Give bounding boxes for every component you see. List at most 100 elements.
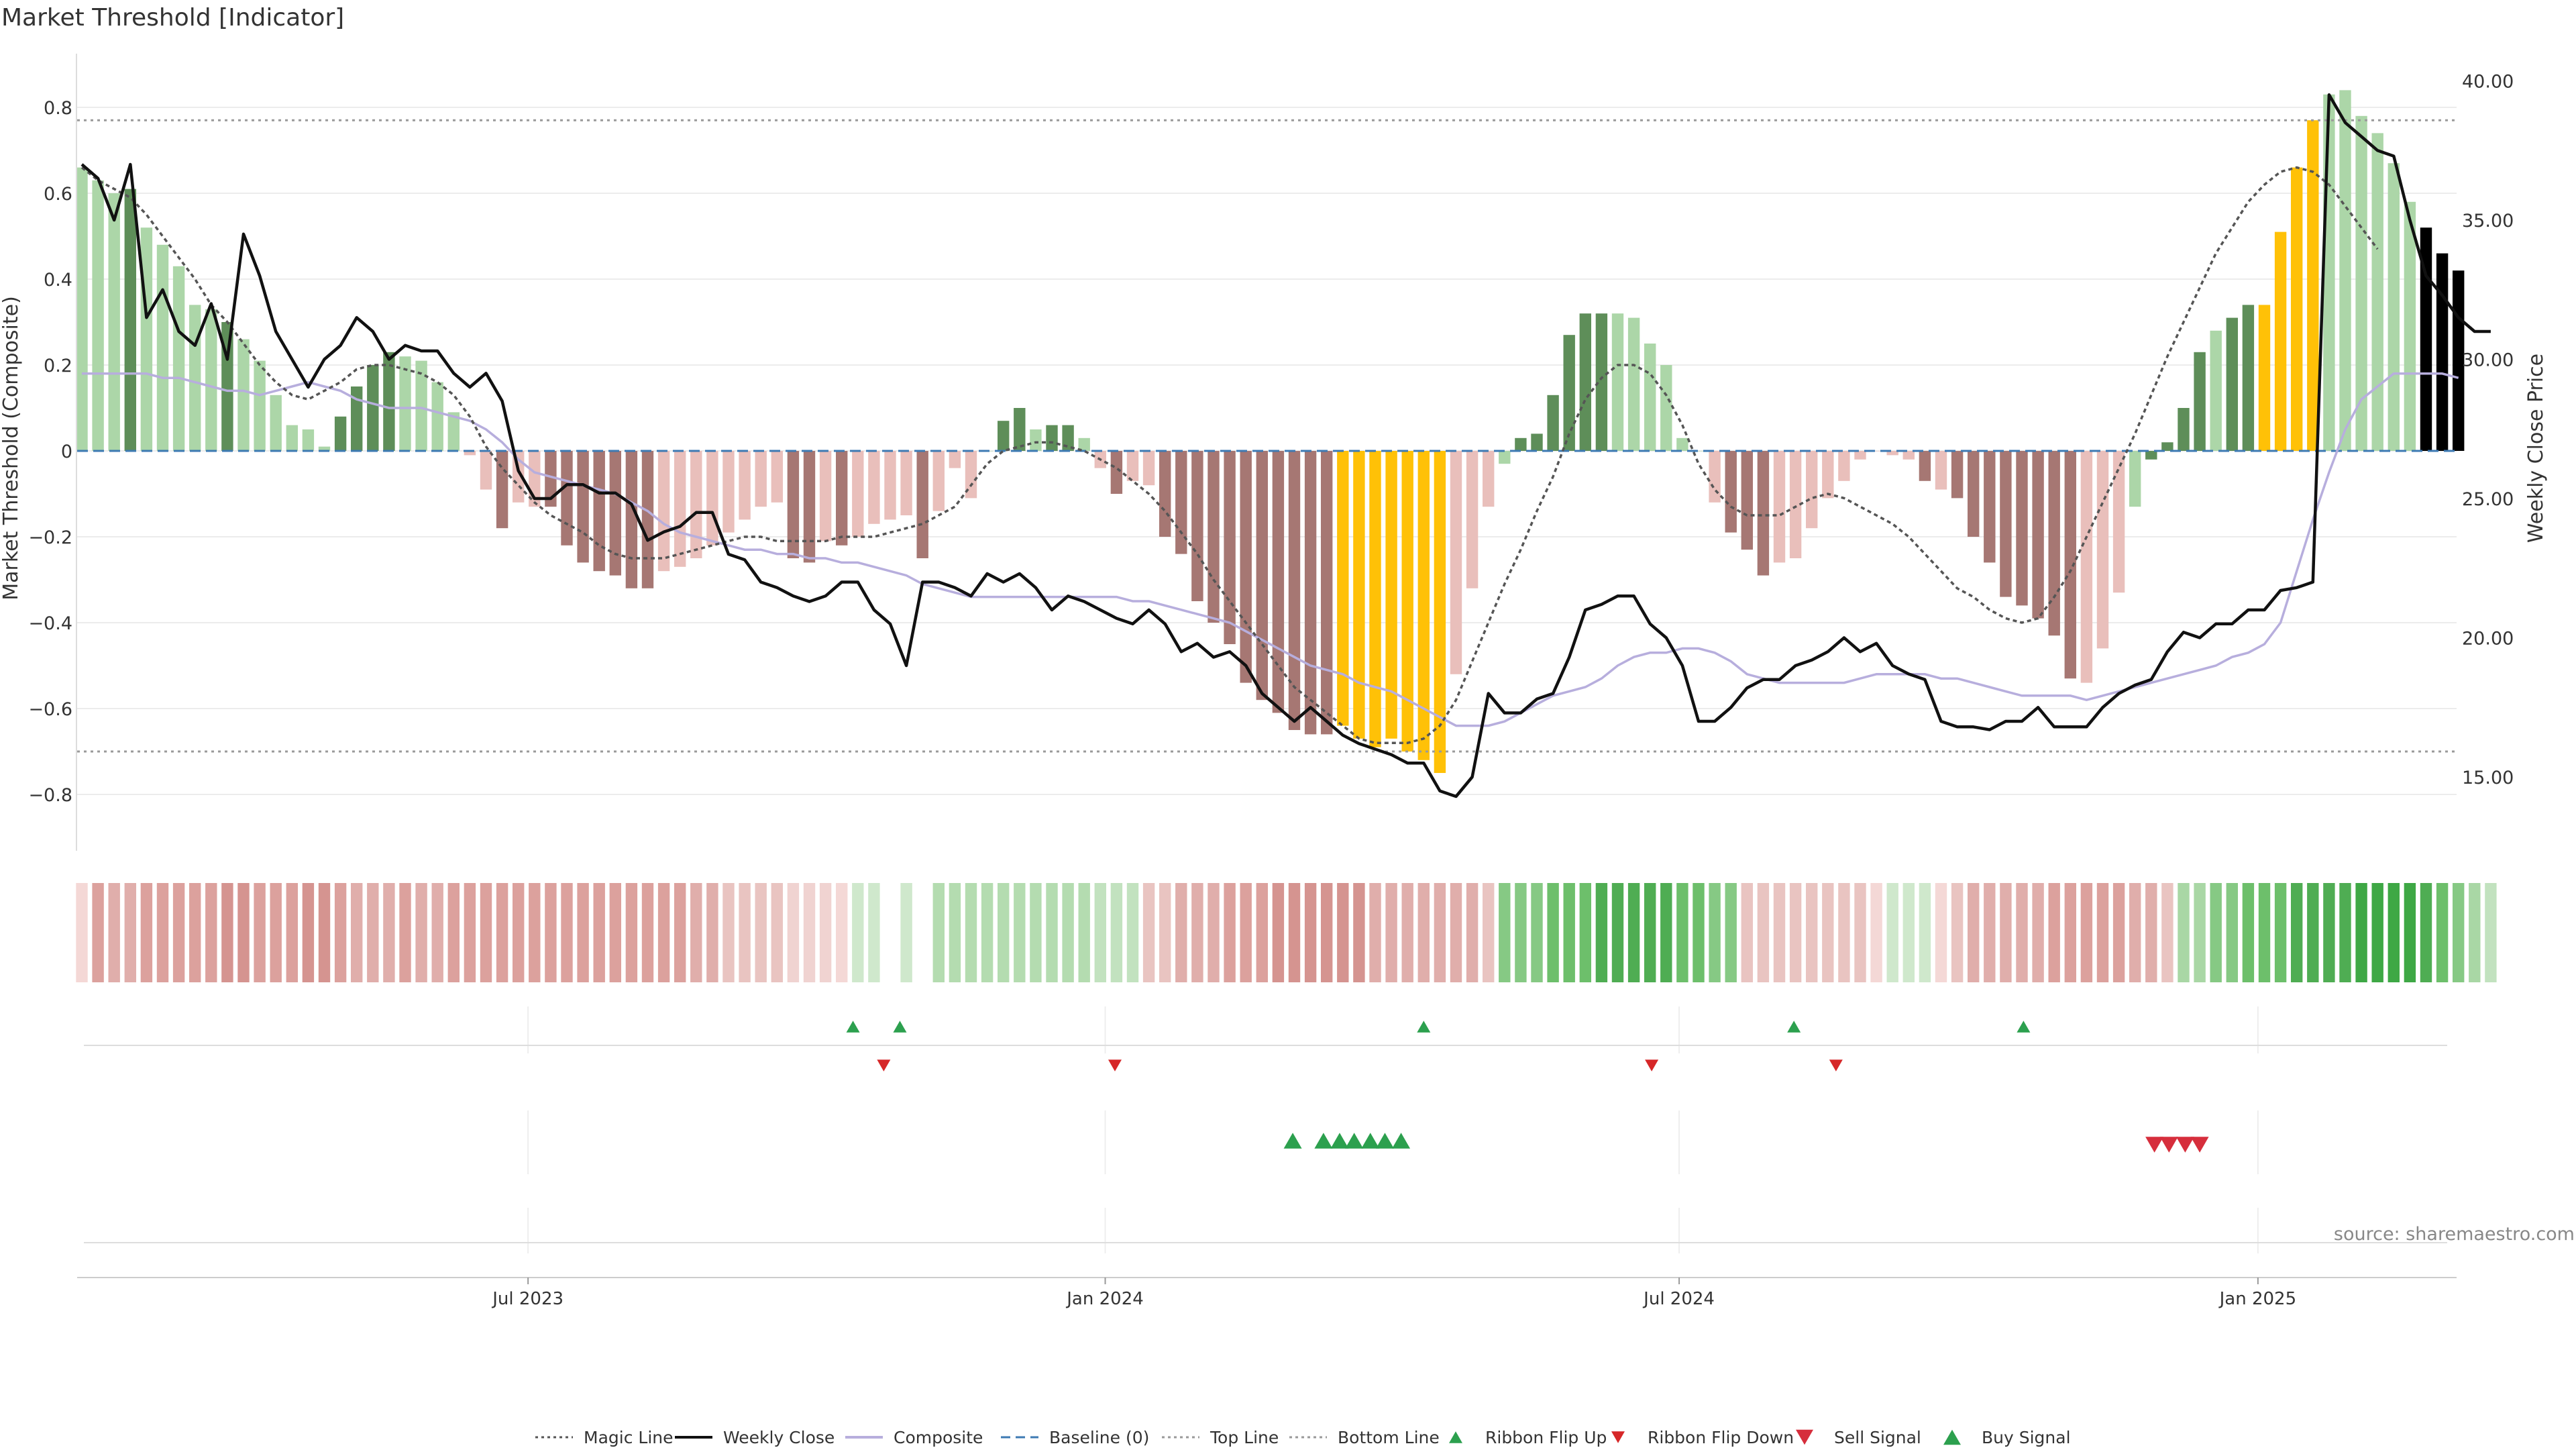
composite-bar <box>868 451 880 524</box>
ribbon-cell <box>1886 883 1898 982</box>
composite-bar <box>464 451 476 456</box>
composite-bar <box>2307 120 2319 451</box>
composite-bar <box>545 451 557 507</box>
composite-bar <box>1369 451 1381 747</box>
ribbon-layer <box>76 883 2497 982</box>
composite-bar <box>1175 451 1187 554</box>
composite-bar <box>836 451 848 546</box>
composite-bar <box>1822 451 1834 499</box>
legend-item: Bottom Line <box>1289 1428 1440 1447</box>
composite-bar <box>1611 313 1624 451</box>
ribbon-cell <box>496 883 508 982</box>
composite-bar <box>852 451 864 537</box>
y-tick-label-right: 15.00 <box>2462 768 2514 788</box>
legend-item: Magic Line <box>535 1428 674 1447</box>
y-tick-label-left: 0.2 <box>44 356 72 376</box>
ribbon-cell <box>674 883 686 982</box>
legend-label: Sell Signal <box>1834 1428 1921 1447</box>
composite-bar <box>205 309 217 451</box>
ribbon-cell <box>1773 883 1786 982</box>
composite-bar <box>2371 133 2383 451</box>
composite-bar <box>1014 408 1026 451</box>
y-tick-label-right: 35.00 <box>2462 211 2514 231</box>
ribbon-cell <box>2048 883 2060 982</box>
composite-bar <box>803 451 816 563</box>
composite-bar <box>1627 317 1640 451</box>
composite-bar <box>1563 335 1575 451</box>
signals-layer <box>1283 1133 2209 1153</box>
ribbon-cell <box>1515 883 1527 982</box>
composite-bar <box>609 451 621 576</box>
ribbon-cell <box>2194 883 2206 982</box>
composite-bar <box>577 451 589 563</box>
ribbon-cell <box>1854 883 1866 982</box>
composite-bar <box>399 356 411 451</box>
composite-bar <box>1644 344 1656 451</box>
ribbon-cell <box>1466 883 1479 982</box>
ribbon-flip-up-marker <box>846 1021 860 1033</box>
ribbon-cell <box>108 883 120 982</box>
composite-bar <box>1773 451 1786 563</box>
composite-bar <box>2226 317 2238 451</box>
sell-signal-marker <box>2190 1137 2209 1153</box>
legend-item: Weekly Close <box>675 1428 835 1447</box>
ribbon-cell <box>383 883 395 982</box>
ribbon-cell <box>399 883 411 982</box>
composite-bar <box>1595 313 1608 451</box>
composite-bar <box>431 382 443 451</box>
ribbon-cell <box>124 883 136 982</box>
ribbon-cell <box>1385 883 1397 982</box>
composite-bar <box>2064 451 2076 679</box>
ribbon-cell <box>625 883 638 982</box>
composite-bar <box>2387 163 2400 451</box>
ribbon-cell <box>1175 883 1187 982</box>
composite-bar <box>1046 425 1058 451</box>
buy-signal-marker <box>1361 1133 1380 1149</box>
composite-bar <box>1142 451 1155 486</box>
legend-item: Top Line <box>1162 1428 1279 1447</box>
ribbon-flip-down-marker <box>1108 1059 1122 1072</box>
ribbon-cell <box>852 883 864 982</box>
composite-bar <box>334 416 347 451</box>
ribbon-cell <box>1417 883 1430 982</box>
composite-bar <box>237 339 250 451</box>
composite-bar <box>1709 451 1721 503</box>
composite-bar <box>286 425 298 451</box>
composite-bar <box>949 451 961 468</box>
ribbon-flip-up-marker <box>1787 1021 1801 1033</box>
ribbon-cell <box>2161 883 2174 982</box>
ribbon-cell <box>1483 883 1495 982</box>
ribbon-cell <box>1159 883 1171 982</box>
composite-bar <box>383 352 395 451</box>
ribbon-cell <box>205 883 217 982</box>
y-tick-label-left: −0.2 <box>28 527 72 548</box>
ribbon-cell <box>189 883 201 982</box>
composite-bar <box>1919 451 1931 481</box>
composite-bar <box>1191 451 1203 601</box>
x-tick-label: Jul 2023 <box>491 1289 564 1309</box>
composite-bar <box>1547 395 1559 451</box>
composite-bar <box>900 451 912 515</box>
ribbon-cell <box>998 883 1010 982</box>
ribbon-cell <box>690 883 702 982</box>
composite-bar <box>932 451 945 511</box>
ribbon-cell <box>1709 883 1721 982</box>
composite-bar <box>318 446 331 451</box>
ribbon-cell <box>803 883 816 982</box>
ribbon-cell <box>447 883 460 982</box>
ribbon-cell <box>965 883 977 982</box>
composite-bar <box>1304 451 1317 735</box>
composite-bar <box>771 451 783 503</box>
composite-bar <box>1353 451 1365 739</box>
sell-signal-marker <box>2145 1137 2164 1153</box>
y-tick-label-left: 0 <box>61 442 72 462</box>
ribbon-cell <box>1030 883 1042 982</box>
composite-bar <box>1321 451 1333 735</box>
ribbon-cell <box>755 883 767 982</box>
composite-bar <box>367 365 379 451</box>
ribbon-cell <box>1757 883 1770 982</box>
y-tick-label-right: 20.00 <box>2462 629 2514 650</box>
composite-bar <box>1483 451 1495 507</box>
ribbon-cell <box>2226 883 2238 982</box>
